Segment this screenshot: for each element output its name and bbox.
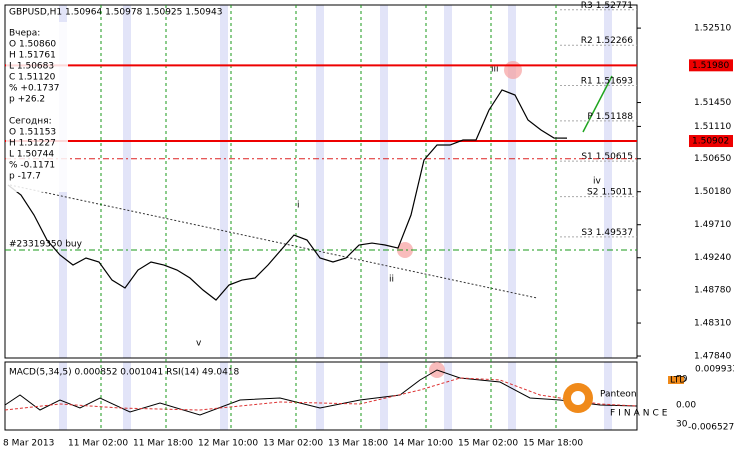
y-tick-label: 1.51450 <box>694 98 731 108</box>
pivot-label: S3 1.49537 <box>581 227 633 237</box>
y-tick-label: 1.47840 <box>694 352 731 362</box>
info-text: p -17.7 <box>9 172 41 182</box>
y-tick-label: 1.51110 <box>694 122 731 132</box>
wave-label: iv <box>593 177 602 187</box>
info-text: p +26.2 <box>9 95 45 105</box>
highlight <box>504 61 522 79</box>
arrow-line <box>582 75 613 133</box>
info-text: Вчера: <box>9 29 40 39</box>
pivot-label: S2 1.5011 <box>587 187 633 197</box>
wave-label: ii <box>389 275 394 285</box>
wave-label: iii <box>491 65 499 75</box>
x-tick-label: 14 Mar 10:00 <box>393 439 453 449</box>
pivot-label: R3 1.52771 <box>581 0 633 10</box>
indicator-label: 0.00 <box>676 401 696 411</box>
highlight <box>397 242 413 258</box>
info-box <box>6 22 68 192</box>
indicator-title: MACD(5,34,5) 0.000852 0.001041 RSI(14) 4… <box>9 368 240 378</box>
x-tick-label: 13 Mar 02:00 <box>263 439 323 449</box>
y-tick-label: 1.49240 <box>694 253 731 263</box>
trend-line <box>9 184 538 299</box>
info-text: O 1.50860 <box>9 40 56 50</box>
wave-label: v <box>196 339 202 349</box>
plot-frame <box>4 4 638 359</box>
level-label: 1.51980 <box>692 61 729 71</box>
x-tick-label: 8 Mar 2013 <box>3 439 54 449</box>
info-text: L 1.50683 <box>9 62 54 72</box>
logo-name: Panteon <box>600 390 637 400</box>
y-tick-label: 1.52510 <box>694 24 731 34</box>
y-tick-label: 1.50650 <box>694 154 731 164</box>
logo-sub: FINANCE <box>610 409 670 419</box>
indicator-label: -0.006527 <box>688 423 734 433</box>
x-tick-label: 13 Mar 18:00 <box>328 439 388 449</box>
x-tick-label: 12 Mar 10:00 <box>198 439 258 449</box>
info-text: C 1.51120 <box>9 73 56 83</box>
x-tick-label: 15 Mar 02:00 <box>458 439 518 449</box>
chart-subtitle: 1.50964 1.50978 1.50925 1.50943 <box>65 8 222 18</box>
wave-label: i <box>297 201 300 211</box>
x-tick-label: 11 Mar 18:00 <box>133 439 193 449</box>
info-text: L 1.50744 <box>9 150 54 160</box>
pivot-label: P 1.51188 <box>587 111 633 121</box>
chart-title: GBPUSD,H1 <box>9 8 62 18</box>
pivot-label: R2 1.52266 <box>581 36 633 46</box>
level-label: 1.50902 <box>692 137 729 147</box>
info-text: H 1.51761 <box>9 51 56 61</box>
info-text: Сегодня: <box>9 117 52 127</box>
info-text: % -0.1171 <box>9 161 55 171</box>
y-tick-label: 1.48780 <box>694 286 731 296</box>
info-text: H 1.51227 <box>9 139 56 149</box>
level-box <box>689 59 733 72</box>
indicator-frame <box>4 361 638 431</box>
x-tick-label: 15 Mar 18:00 <box>523 439 583 449</box>
info-text: % +0.1737 <box>9 84 59 94</box>
y-tick-label: 1.50180 <box>694 187 731 197</box>
order-label: #23319350 buy <box>9 240 83 250</box>
logo-tag: LTD <box>670 376 686 386</box>
indicator-label: 30 <box>676 420 688 430</box>
x-tick-label: 11 Mar 02:00 <box>68 439 128 449</box>
indicator-label: 0.009933 <box>695 365 734 375</box>
info-text: O 1.51153 <box>9 128 56 138</box>
level-box <box>689 135 733 148</box>
price-line <box>7 89 568 301</box>
y-tick-label: 1.49710 <box>694 220 731 230</box>
pivot-label: S1 1.50615 <box>581 152 633 162</box>
y-tick-label: 1.48310 <box>694 319 731 329</box>
logo: Panteon FINANCE LTD <box>563 376 686 419</box>
macd-signal <box>4 377 638 411</box>
pivot-label: R1 1.51693 <box>581 76 633 86</box>
